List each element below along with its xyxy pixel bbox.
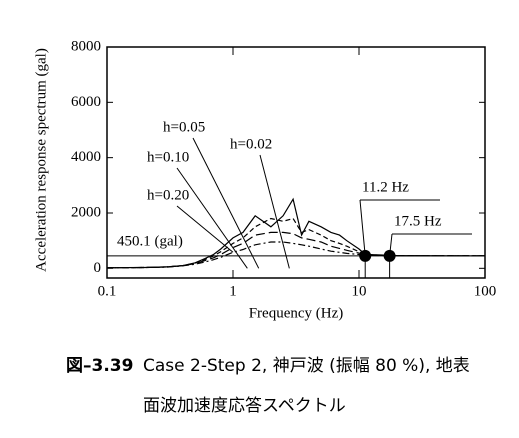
- series-label: h=0.10: [147, 149, 189, 165]
- marker: [359, 249, 372, 262]
- y-axis-label: Acceleration response spectrum (gal): [33, 48, 49, 272]
- series-line: [106, 241, 485, 269]
- y-tick-label: 6000: [71, 94, 101, 110]
- marker-label: 11.2 Hz: [362, 179, 409, 195]
- leader-line: [192, 137, 260, 269]
- x-tick-label: 1: [229, 283, 237, 299]
- y-tick-label: 4000: [71, 149, 101, 165]
- caption-line: 面波加速度応答スペクトル: [143, 396, 346, 416]
- x-tick-label: 0.1: [98, 283, 117, 299]
- plot-frame: [106, 46, 486, 279]
- y-tick-label: 8000: [71, 38, 101, 54]
- reference-label: 450.1 (gal): [117, 233, 183, 249]
- caption-line: Case 2-Step 2, 神戸波 (振幅 80 %), 地表: [143, 356, 470, 376]
- marker-label: 17.5 Hz: [394, 213, 442, 229]
- series-label: h=0.05: [163, 119, 205, 135]
- x-tick-label: 10: [352, 283, 367, 299]
- leader-line: [176, 167, 248, 269]
- leader-line: [176, 205, 234, 253]
- x-tick-label: 100: [474, 283, 497, 299]
- marker: [383, 249, 396, 262]
- caption-number: 図–3.39: [66, 356, 133, 376]
- series-label: h=0.20: [147, 187, 189, 203]
- y-tick-label: 0: [94, 260, 102, 276]
- y-tick-label: 2000: [71, 204, 101, 220]
- x-axis-label: Frequency (Hz): [249, 305, 344, 321]
- series-label: h=0.02: [230, 136, 272, 152]
- marker-leader: [359, 199, 366, 256]
- leader-line: [259, 154, 290, 269]
